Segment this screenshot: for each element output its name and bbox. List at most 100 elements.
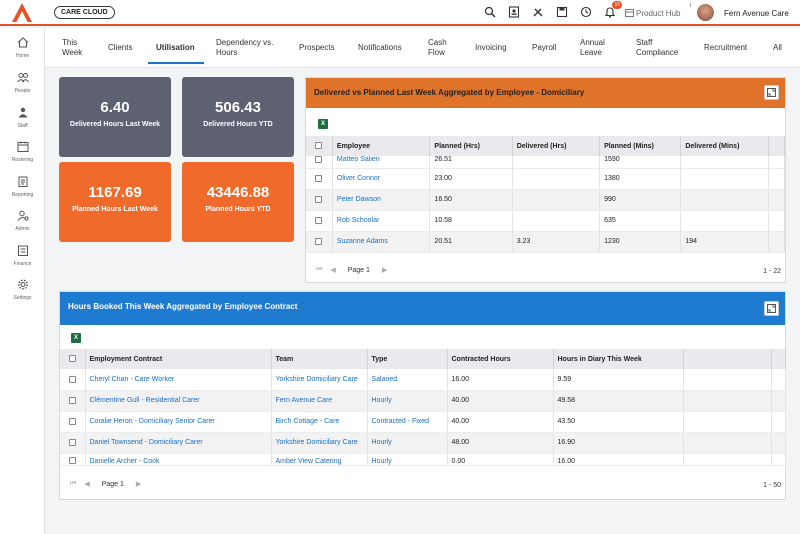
- app-logo-icon[interactable]: [12, 3, 32, 24]
- tools-icon[interactable]: [530, 4, 546, 20]
- sidebar-item-staff[interactable]: Staff: [0, 107, 45, 129]
- first-page-icon[interactable]: ⏮: [316, 266, 323, 273]
- row-checkbox[interactable]: [68, 396, 76, 404]
- employee-link[interactable]: Rob Schoolar: [332, 210, 431, 232]
- product-hub-link[interactable]: Product Hub: [625, 9, 680, 18]
- tab-annual-leave[interactable]: Annual Leave: [580, 38, 605, 57]
- tab-cash-flow[interactable]: Cash Flow: [428, 38, 447, 57]
- sidebar-item-finance[interactable]: Finance: [0, 245, 45, 267]
- table-row[interactable]: Coralie Heron - Domiciliary Senior Carer…: [60, 411, 786, 433]
- row-checkbox[interactable]: [315, 216, 323, 224]
- table-row[interactable]: Cheryl Chan - Care Worker Yorkshire Domi…: [60, 369, 786, 391]
- row-checkbox[interactable]: [315, 156, 323, 163]
- sidebar-item-reporting[interactable]: Reporting: [0, 176, 45, 198]
- table-row[interactable]: Peter Dawson 16.50 990: [306, 189, 786, 211]
- employee-link[interactable]: Suzanne Adams: [332, 231, 431, 253]
- next-page-icon[interactable]: ▶: [135, 481, 142, 488]
- column-header[interactable]: Planned (Mins): [599, 136, 682, 156]
- tab-utilisation[interactable]: Utilisation: [156, 43, 195, 52]
- row-checkbox[interactable]: [68, 375, 76, 383]
- contract-link[interactable]: Danielle Archer - Cook: [85, 453, 272, 466]
- team-link[interactable]: Fern Avenue Care: [271, 390, 368, 412]
- expand-button[interactable]: [764, 85, 779, 100]
- prev-page-icon[interactable]: ◀: [330, 267, 336, 274]
- table-row[interactable]: Oliver Connor 23.00 1380: [306, 168, 786, 190]
- row-checkbox[interactable]: [315, 195, 323, 203]
- employee-link[interactable]: Oliver Connor: [332, 168, 431, 190]
- delivered-vs-planned-panel: Delivered vs Planned Last Week Aggregate…: [305, 77, 786, 283]
- row-checkbox[interactable]: [315, 174, 323, 182]
- type-link[interactable]: Hourly: [367, 432, 448, 454]
- stat-value: 506.43: [215, 99, 261, 116]
- table-row[interactable]: Matteo Salieri 26.51 1590: [306, 156, 786, 169]
- sidebar-item-people[interactable]: People: [0, 72, 45, 94]
- type-link[interactable]: Hourly: [367, 453, 448, 466]
- employee-link[interactable]: Matteo Salieri: [332, 156, 431, 169]
- table-row[interactable]: Rob Schoolar 10.58 635: [306, 210, 786, 232]
- select-all-checkbox[interactable]: [68, 355, 76, 363]
- tab-recruitment[interactable]: Recruitment: [704, 43, 748, 52]
- notifications-icon[interactable]: 15: [602, 1, 622, 20]
- column-header[interactable]: Employee: [332, 136, 431, 156]
- tab-all[interactable]: All: [773, 43, 782, 52]
- avatar[interactable]: [697, 4, 714, 21]
- column-header[interactable]: Contracted Hours: [447, 349, 554, 369]
- prev-page-icon[interactable]: ◀: [84, 481, 90, 488]
- tab-invoicing[interactable]: Invoicing: [475, 43, 507, 52]
- contract-link[interactable]: Daniel Townsend - Domiciliary Carer: [85, 432, 272, 454]
- tab-payroll[interactable]: Payroll: [532, 43, 557, 52]
- select-all-checkbox[interactable]: [315, 142, 323, 150]
- type-link[interactable]: Contracted - Fixed: [367, 411, 448, 433]
- brand-pill[interactable]: CARE CLOUD: [54, 6, 115, 19]
- contract-link[interactable]: Coralie Heron - Domiciliary Senior Carer: [85, 411, 272, 433]
- column-header[interactable]: Employment Contract: [85, 349, 272, 369]
- tab-notifications[interactable]: Notifications: [358, 43, 402, 52]
- pager: ⏮ ◀ Page 1 ▶: [316, 266, 387, 274]
- tab-clients[interactable]: Clients: [108, 43, 133, 52]
- column-header[interactable]: Delivered (Mins): [680, 136, 769, 156]
- tab-dependency-vs-hours[interactable]: Dependency vs. Hours: [216, 38, 274, 57]
- first-page-icon[interactable]: ⏮: [70, 480, 77, 487]
- employee-link[interactable]: Peter Dawson: [332, 189, 431, 211]
- sidebar-item-label: Settings: [13, 295, 32, 301]
- team-link[interactable]: Yorkshire Domiciliary Care: [271, 369, 368, 391]
- table-row[interactable]: Clémentine Gull - Residential Carer Fern…: [60, 390, 786, 412]
- tab-prospects[interactable]: Prospects: [299, 43, 335, 52]
- team-link[interactable]: Amber View Catering: [271, 453, 368, 466]
- sidebar-item-settings[interactable]: Settings: [0, 279, 45, 301]
- sidebar-item-home[interactable]: Home: [0, 37, 45, 59]
- type-link[interactable]: Salaried: [367, 369, 448, 391]
- table-row[interactable]: Daniel Townsend - Domiciliary Carer York…: [60, 432, 786, 454]
- table-row[interactable]: Danielle Archer - Cook Amber View Cateri…: [60, 453, 786, 466]
- excel-export-icon[interactable]: X: [318, 119, 328, 129]
- info-icon[interactable]: i: [690, 3, 692, 9]
- contacts-icon[interactable]: [506, 4, 522, 20]
- search-icon[interactable]: [482, 4, 498, 20]
- sidebar-item-admin[interactable]: Admin: [0, 210, 45, 232]
- column-header[interactable]: Hours in Diary This Week: [553, 349, 684, 369]
- table-row[interactable]: Suzanne Adams 20.51 3.23 1230 194: [306, 231, 786, 253]
- column-header[interactable]: Team: [271, 349, 368, 369]
- contract-link[interactable]: Cheryl Chan - Care Worker: [85, 369, 272, 391]
- column-header[interactable]: Delivered (Hrs): [512, 136, 601, 156]
- row-checkbox[interactable]: [68, 457, 76, 464]
- excel-export-icon[interactable]: X: [71, 333, 81, 343]
- contract-link[interactable]: Clémentine Gull - Residential Carer: [85, 390, 272, 412]
- expand-button[interactable]: [764, 301, 779, 316]
- tab-staff-compliance[interactable]: Staff Compliance: [636, 38, 679, 57]
- type-link[interactable]: Hourly: [367, 390, 448, 412]
- team-link[interactable]: Yorkshire Domiciliary Care: [271, 432, 368, 454]
- column-header[interactable]: Planned (Hrs): [429, 136, 513, 156]
- team-link[interactable]: Birch Cottage - Care: [271, 411, 368, 433]
- row-checkbox[interactable]: [315, 237, 323, 245]
- save-icon[interactable]: [554, 4, 570, 20]
- sidebar-item-rostering[interactable]: Rostering: [0, 141, 45, 163]
- history-icon[interactable]: [578, 4, 594, 20]
- column-header[interactable]: Type: [367, 349, 448, 369]
- tab-this-week[interactable]: This Week: [62, 38, 83, 57]
- sidebar-item-label: People: [14, 88, 31, 94]
- next-page-icon[interactable]: ▶: [381, 267, 388, 274]
- org-name[interactable]: Fern Avenue Care: [724, 9, 789, 18]
- row-checkbox[interactable]: [68, 417, 76, 425]
- row-checkbox[interactable]: [68, 438, 76, 446]
